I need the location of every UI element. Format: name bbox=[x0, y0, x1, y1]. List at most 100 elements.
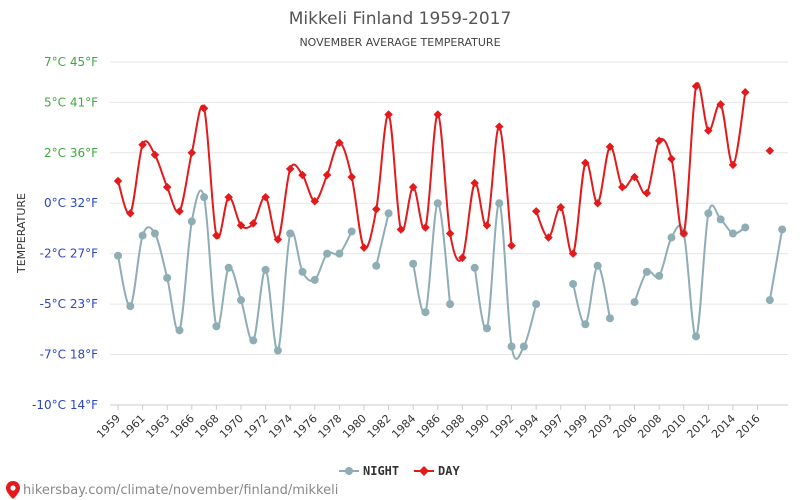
series-night-point[interactable] bbox=[433, 199, 442, 208]
series-night-point[interactable] bbox=[212, 322, 221, 331]
series-night-point[interactable] bbox=[384, 209, 393, 218]
series-night-point[interactable] bbox=[310, 275, 319, 284]
series-night-point[interactable] bbox=[519, 342, 528, 351]
series-day-point[interactable] bbox=[642, 188, 652, 198]
series-day-point[interactable] bbox=[396, 225, 406, 234]
series-night-point[interactable] bbox=[323, 249, 332, 258]
series-night-point[interactable] bbox=[409, 259, 418, 268]
series-day-point[interactable] bbox=[212, 231, 221, 240]
series-day-point[interactable] bbox=[187, 148, 197, 158]
series-night-line bbox=[768, 229, 784, 301]
series-night-point[interactable] bbox=[728, 229, 737, 238]
series-day-point[interactable] bbox=[310, 196, 320, 206]
series-day-point[interactable] bbox=[175, 207, 184, 216]
series-night-point[interactable] bbox=[372, 261, 381, 270]
series-night-point[interactable] bbox=[347, 227, 356, 236]
series-night-point[interactable] bbox=[741, 223, 750, 232]
series-day-point[interactable] bbox=[531, 207, 541, 216]
series-night-point[interactable] bbox=[692, 332, 701, 341]
series-night-point[interactable] bbox=[446, 300, 455, 309]
series-day-point[interactable] bbox=[335, 138, 344, 147]
series-night-point[interactable] bbox=[114, 251, 122, 260]
series-day-point[interactable] bbox=[138, 140, 147, 149]
series-day-point[interactable] bbox=[236, 221, 246, 230]
series-day-point[interactable] bbox=[113, 176, 123, 186]
series-night-point[interactable] bbox=[298, 267, 307, 276]
series-night-point[interactable] bbox=[187, 217, 196, 226]
series-day-point[interactable] bbox=[765, 146, 775, 156]
series-night-point[interactable] bbox=[261, 265, 270, 274]
series-day-point[interactable] bbox=[322, 170, 332, 180]
series-day-point[interactable] bbox=[667, 154, 676, 164]
series-night-point[interactable] bbox=[569, 279, 578, 288]
y-tick-label: 0°C 32°F bbox=[44, 196, 98, 210]
series-day-point[interactable] bbox=[249, 219, 258, 228]
x-tick-label: 1970 bbox=[217, 412, 246, 441]
series-night-point[interactable] bbox=[507, 342, 516, 351]
series-day-point[interactable] bbox=[433, 110, 443, 119]
series-night-point[interactable] bbox=[593, 261, 602, 270]
series-night-point[interactable] bbox=[249, 336, 258, 345]
series-night-point[interactable] bbox=[286, 229, 295, 238]
y-axis-label: TEMPERATURE bbox=[15, 193, 28, 274]
series-day-point[interactable] bbox=[445, 229, 455, 238]
legend-item-day[interactable]: DAY bbox=[414, 464, 460, 478]
series-day-point[interactable] bbox=[372, 205, 381, 214]
series-day-point[interactable] bbox=[470, 178, 479, 188]
series-night-point[interactable] bbox=[630, 298, 639, 307]
series-night-point[interactable] bbox=[495, 199, 504, 208]
series-day-point[interactable] bbox=[408, 182, 418, 192]
series-night-point[interactable] bbox=[482, 324, 491, 333]
series-night-point[interactable] bbox=[138, 231, 147, 240]
series-day-point[interactable] bbox=[507, 241, 516, 250]
series-day-point[interactable] bbox=[654, 136, 664, 145]
series-day-point[interactable] bbox=[150, 150, 160, 160]
series-night-point[interactable] bbox=[224, 263, 233, 272]
series-night-point[interactable] bbox=[335, 249, 344, 258]
series-day-point[interactable] bbox=[224, 192, 233, 202]
series-night-point[interactable] bbox=[163, 273, 172, 282]
series-night-point[interactable] bbox=[716, 215, 725, 224]
series-night-point[interactable] bbox=[581, 320, 590, 329]
series-night-point[interactable] bbox=[200, 193, 209, 202]
series-night-point[interactable] bbox=[778, 225, 787, 234]
series-day-point[interactable] bbox=[126, 209, 135, 218]
x-axis-ticks: 1959196119631966196819701972197419761978… bbox=[94, 405, 763, 441]
watermark[interactable]: hikersbay.com/climate/november/finland/m… bbox=[6, 481, 338, 499]
series-day-point[interactable] bbox=[458, 253, 467, 262]
series-day-point[interactable] bbox=[273, 235, 283, 244]
series-night-point[interactable] bbox=[126, 302, 135, 311]
series-night-point[interactable] bbox=[655, 271, 664, 280]
series-night-point[interactable] bbox=[470, 263, 479, 272]
watermark-link[interactable]: hikersbay.com/climate/november/finland/m… bbox=[23, 483, 338, 498]
legend-item-night[interactable]: NIGHT bbox=[339, 464, 399, 478]
legend[interactable]: NIGHT DAY bbox=[339, 464, 460, 478]
series-day-point[interactable] bbox=[618, 182, 627, 192]
series-day-point[interactable] bbox=[199, 104, 209, 113]
series-night-point[interactable] bbox=[421, 308, 430, 317]
series-day-point[interactable] bbox=[384, 110, 393, 119]
series-day-point[interactable] bbox=[482, 221, 492, 230]
series-day-point[interactable] bbox=[285, 164, 295, 174]
series-day-point[interactable] bbox=[347, 172, 356, 182]
series-night-point[interactable] bbox=[175, 326, 184, 335]
series-night-point[interactable] bbox=[642, 267, 651, 276]
series-night-point[interactable] bbox=[704, 209, 713, 218]
series-night-point[interactable] bbox=[273, 346, 282, 355]
series-night-point[interactable] bbox=[667, 233, 676, 242]
series-day-point[interactable] bbox=[359, 243, 369, 252]
series-night-point[interactable] bbox=[532, 300, 541, 309]
series-day-point[interactable] bbox=[162, 182, 172, 192]
series-day-point[interactable] bbox=[421, 223, 430, 232]
series-day-point[interactable] bbox=[261, 192, 270, 202]
series-day-point[interactable] bbox=[298, 170, 307, 180]
series-day-point[interactable] bbox=[741, 88, 750, 97]
series-night-point[interactable] bbox=[605, 314, 614, 323]
series-night-point[interactable] bbox=[150, 229, 159, 238]
series-day-point[interactable] bbox=[728, 160, 738, 170]
series-night-point[interactable] bbox=[236, 296, 245, 305]
x-tick-label: 1997 bbox=[537, 412, 566, 441]
series-day-point[interactable] bbox=[495, 122, 504, 131]
series-night-point[interactable] bbox=[765, 296, 774, 305]
